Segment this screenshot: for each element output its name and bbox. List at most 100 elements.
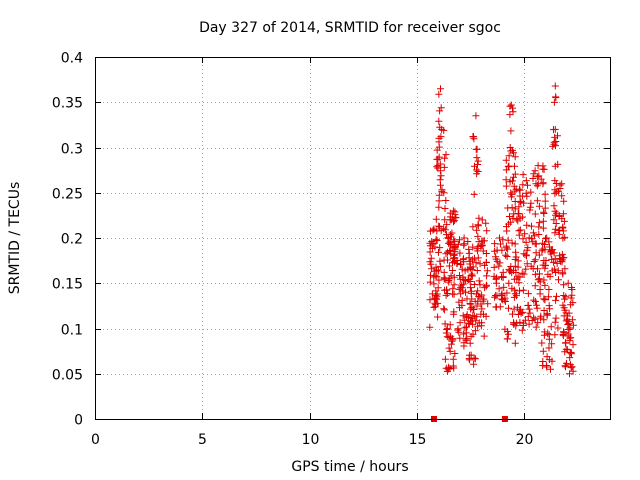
data-point: [519, 171, 527, 179]
data-point: [502, 156, 510, 164]
data-point: [454, 326, 462, 334]
data-point: [502, 176, 510, 184]
data-point: [530, 296, 538, 304]
data-point: [491, 293, 499, 301]
data-point: [456, 304, 463, 312]
data-point: [519, 235, 527, 243]
data-point: [553, 292, 560, 300]
data-point: [441, 205, 449, 212]
data-point: [529, 175, 537, 182]
data-point: [440, 305, 448, 313]
data-point: [540, 316, 548, 324]
data-point: [551, 207, 559, 215]
data-point: [481, 284, 489, 292]
data-point: [468, 266, 476, 274]
y-tick-label: 0.1: [61, 323, 83, 339]
data-point: [465, 249, 473, 257]
data-point: [496, 234, 503, 242]
data-point: [436, 123, 444, 131]
data-point: [445, 334, 453, 341]
data-point: [554, 160, 562, 168]
data-point: [437, 133, 445, 141]
data-point: [456, 236, 463, 244]
data-point: [531, 282, 539, 290]
data-point: [509, 310, 516, 318]
data-point: [440, 163, 448, 171]
x-tick-label: 15: [409, 432, 427, 448]
data-point: [463, 336, 471, 344]
data-point: [541, 296, 549, 304]
data-point: [530, 232, 538, 240]
data-point: [446, 321, 454, 329]
data-point: [471, 327, 479, 335]
data-point: [566, 354, 574, 362]
data-point: [492, 292, 500, 299]
data-point: [435, 203, 443, 211]
data-point: [444, 256, 451, 264]
data-point: [436, 257, 444, 265]
data-point: [539, 217, 547, 225]
data-point: [443, 286, 451, 294]
data-point: [527, 199, 535, 207]
data-point: [516, 273, 524, 281]
data-point: [564, 312, 571, 320]
data-point: [534, 162, 542, 170]
data-point: [441, 320, 449, 328]
data-point: [484, 300, 492, 308]
data-point: [498, 273, 505, 281]
data-point: [450, 273, 458, 281]
data-point: [535, 172, 543, 180]
data-point: [524, 244, 532, 252]
data-point: [442, 151, 450, 159]
data-point: [472, 112, 480, 120]
data-point: [531, 298, 539, 305]
data-point: [472, 259, 480, 267]
data-point: [508, 239, 516, 247]
data-point: [490, 263, 498, 271]
data-point: [509, 108, 517, 116]
data-point: [459, 256, 467, 264]
data-point: [473, 245, 481, 253]
data-point: [478, 305, 486, 313]
data-point: [476, 260, 484, 268]
y-axis-label: SRMTID / TECUs: [7, 182, 23, 295]
data-point: [548, 267, 556, 275]
data-point: [519, 181, 527, 189]
data-points: [426, 82, 577, 422]
data-point: [434, 313, 442, 321]
data-point: [529, 265, 537, 273]
data-point: [569, 341, 577, 349]
data-point: [474, 161, 481, 168]
data-point: [451, 350, 459, 357]
data-point: [475, 238, 483, 246]
data-point: [473, 267, 481, 274]
data-point: [504, 245, 512, 253]
data-point: [431, 243, 439, 251]
data-point: [457, 281, 465, 289]
data-point: [432, 235, 440, 243]
data-point: [526, 309, 534, 317]
data-point: [536, 278, 544, 286]
data-point: [528, 222, 535, 230]
data-point: [533, 301, 540, 309]
data-point: [449, 207, 457, 215]
data-point: [557, 257, 565, 265]
data-point: [465, 245, 473, 253]
data-point: [473, 145, 481, 153]
data-point: [473, 226, 481, 234]
data-point: [504, 204, 512, 212]
data-point: [455, 285, 463, 293]
data-point: [547, 365, 554, 373]
x-tick-label: 0: [91, 432, 100, 448]
data-point: [545, 238, 553, 246]
data-point: [450, 217, 458, 225]
data-point: [430, 225, 438, 233]
data-point: [446, 231, 454, 239]
data-point: [435, 134, 443, 142]
data-point: [483, 272, 491, 280]
data-point: [441, 355, 449, 363]
data-point: [482, 250, 490, 257]
data-point: [461, 324, 469, 332]
data-point: [477, 242, 485, 250]
